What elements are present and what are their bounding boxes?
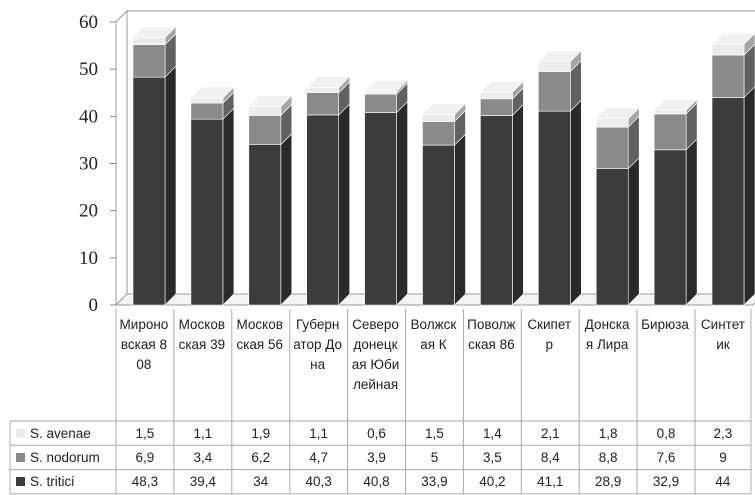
bar-s-tritici-8 bbox=[537, 99, 582, 306]
table-cell: 1,5 bbox=[135, 425, 155, 441]
bar-s-tritici-6 bbox=[422, 133, 466, 306]
bar-s-tritici-5 bbox=[364, 100, 408, 306]
table-row-label: S. avenae bbox=[16, 421, 91, 445]
legend-entry: S. avenae bbox=[30, 425, 91, 441]
bar-s-avenae-10 bbox=[653, 98, 698, 115]
table-row-label: S. nodorum bbox=[16, 445, 100, 469]
table-cell: 44 bbox=[715, 474, 731, 490]
bar-s-avenae-9 bbox=[595, 106, 640, 128]
bar-s-avenae-1 bbox=[132, 25, 177, 46]
bar-s-avenae-6 bbox=[421, 102, 467, 123]
category-label: Донская Лира bbox=[584, 317, 630, 352]
table-cell: 32,9 bbox=[652, 474, 680, 490]
category-label: Губернатор Дона bbox=[293, 317, 343, 372]
category-label: Мироновская 808 bbox=[119, 317, 169, 372]
table-cell: 1,1 bbox=[193, 425, 213, 441]
table-cell: 0,8 bbox=[656, 425, 676, 441]
bar-s-tritici-2 bbox=[190, 107, 235, 306]
table-cell: 40,2 bbox=[479, 474, 506, 490]
y-tick-label: 20 bbox=[79, 201, 98, 222]
bar-s-tritici-1 bbox=[132, 65, 177, 306]
table-cell: 40,8 bbox=[363, 474, 390, 490]
bar-s-avenae-8 bbox=[537, 49, 583, 73]
table-cell: 1,8 bbox=[598, 425, 618, 441]
table-cell: 33,9 bbox=[421, 474, 448, 490]
table-row-label: S. tritici bbox=[16, 470, 74, 494]
category-label: Скипетр bbox=[527, 317, 572, 352]
table-cell: 1,1 bbox=[309, 425, 329, 441]
table-cell: 6,2 bbox=[251, 449, 271, 465]
bar-s-tritici-7 bbox=[480, 103, 524, 306]
table-cell: 8,8 bbox=[598, 449, 618, 465]
bar-s-tritici-9 bbox=[595, 156, 640, 306]
category-label: Московская 39 bbox=[178, 317, 226, 352]
legend-swatch bbox=[16, 452, 25, 462]
table-cell: 5 bbox=[430, 449, 439, 465]
bar-s-tritici-3 bbox=[248, 132, 293, 306]
table-cell: 28,9 bbox=[594, 474, 622, 490]
table-cell: 34 bbox=[253, 474, 269, 490]
y-tick-label: 30 bbox=[79, 154, 98, 175]
legend-entry: S. tritici bbox=[30, 474, 75, 490]
table-cell: 3,9 bbox=[367, 449, 386, 465]
side-wall bbox=[115, 9, 128, 307]
table-cell: 41,1 bbox=[537, 474, 564, 490]
bar-s-avenae-5 bbox=[363, 79, 409, 95]
table-cell: 7,6 bbox=[656, 449, 676, 465]
table-cell: 2,3 bbox=[713, 425, 733, 441]
table-cell: 0,6 bbox=[367, 425, 386, 441]
table-cell: 1,9 bbox=[251, 425, 271, 441]
y-tick-label: 40 bbox=[79, 106, 98, 127]
table-cell: 40,3 bbox=[305, 474, 332, 490]
category-label: Синтетик bbox=[700, 317, 745, 352]
table-cell: 3,4 bbox=[193, 449, 213, 465]
bar-s-avenae-4 bbox=[305, 75, 351, 94]
table-cell: 1,4 bbox=[482, 425, 502, 441]
category-label: Московская 56 bbox=[236, 317, 284, 352]
category-label: Поволжская 86 bbox=[467, 317, 516, 352]
table-cell: 3,5 bbox=[482, 449, 502, 465]
bar-s-tritici-4 bbox=[306, 103, 351, 306]
table-cell: 39,4 bbox=[189, 474, 216, 490]
legend-entry: S. nodorum bbox=[30, 449, 100, 465]
category-label: Бирюза bbox=[641, 317, 689, 332]
y-tick-label: 10 bbox=[79, 248, 98, 269]
table-cell: 9 bbox=[719, 449, 727, 465]
bar-s-tritici-10 bbox=[653, 138, 698, 306]
legend-swatch bbox=[16, 477, 25, 487]
table-cell: 48,3 bbox=[131, 474, 159, 490]
category-label: Северодонецкая Юбилейная bbox=[351, 317, 400, 392]
bar-s-avenae-7 bbox=[479, 80, 525, 100]
table-cell: 2,1 bbox=[540, 425, 560, 441]
bar-s-nodorum-10 bbox=[653, 102, 698, 151]
table-cell: 6,9 bbox=[135, 449, 155, 465]
bar-s-nodorum-1 bbox=[132, 32, 177, 78]
bar-s-nodorum-8 bbox=[537, 59, 582, 112]
bar-s-avenae-3 bbox=[248, 94, 293, 117]
y-tick-label: 0 bbox=[89, 295, 99, 316]
bar-s-avenae-2 bbox=[190, 86, 235, 104]
table-cell: 1,5 bbox=[425, 425, 444, 441]
bar-s-avenae-11 bbox=[711, 32, 755, 56]
bar-s-nodorum-11 bbox=[711, 43, 755, 99]
category-label: Волжская К bbox=[410, 317, 457, 352]
table-cell: 4,7 bbox=[309, 449, 329, 465]
table-cell: 8,4 bbox=[540, 449, 560, 465]
y-tick-label: 60 bbox=[79, 12, 98, 33]
y-tick-label: 50 bbox=[79, 59, 98, 80]
legend-swatch bbox=[16, 428, 25, 438]
bar-s-tritici-11 bbox=[711, 86, 755, 306]
